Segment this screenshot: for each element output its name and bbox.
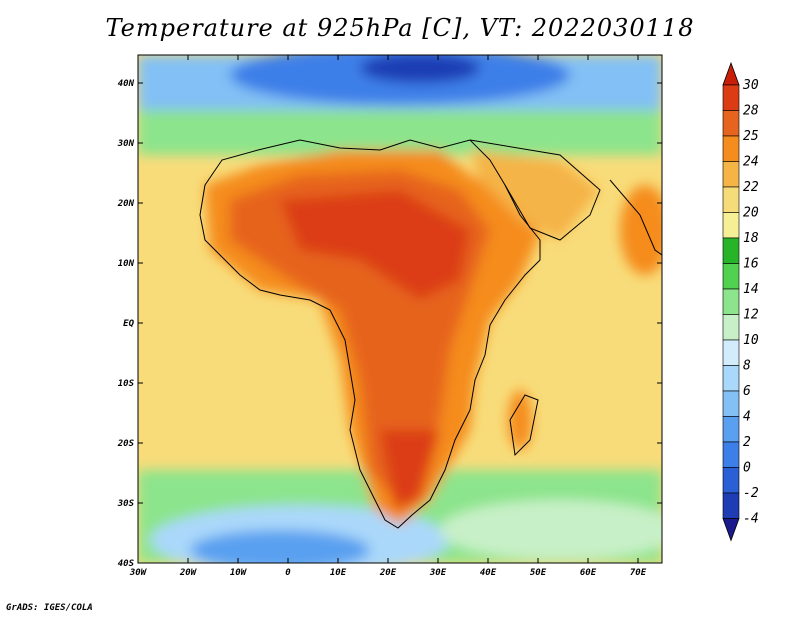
colorbar-label: 24	[743, 155, 759, 170]
lat-tick-label: 40S	[118, 559, 135, 569]
colorbar-label: 6	[743, 384, 751, 399]
lon-tick-label: 60E	[580, 568, 597, 578]
colorbar-swatch	[722, 161, 740, 188]
footer-credit: GrADS: IGES/COLA	[6, 603, 93, 613]
colorbar-swatch	[722, 212, 740, 239]
lon-tick-label: 30W	[129, 568, 148, 578]
lon-tick-label: 10E	[330, 568, 347, 578]
map-title: Temperature at 925hPa [C], VT: 202203011…	[105, 14, 695, 42]
colorbar-swatch	[722, 84, 740, 111]
lat-tick-label: 30S	[117, 499, 135, 509]
colorbar-label: 4	[743, 410, 751, 425]
colorbar-swatch	[722, 288, 740, 315]
lon-tick-label: 20E	[379, 568, 397, 578]
colorbar-swatch	[722, 492, 740, 519]
madagascar-coastline	[509, 394, 539, 457]
colorbar-label: -2	[743, 486, 759, 501]
colorbar-swatch	[722, 263, 740, 290]
colorbar-label: 22	[743, 180, 759, 195]
latitude-ticks: 40S 30S 20S 10S EQ 10N 20N 30N 40N	[117, 79, 662, 569]
lat-tick-label: 10S	[118, 379, 135, 389]
lat-tick-label: 30N	[117, 139, 135, 149]
lat-tick-label: 40N	[118, 79, 135, 89]
temperature-field	[138, 55, 662, 563]
colorbar-label: 8	[743, 359, 751, 374]
colorbar-swatch	[722, 416, 740, 443]
lon-tick-label: 0	[285, 568, 291, 578]
lat-tick-label: 20N	[117, 199, 135, 209]
lon-tick-label: 70E	[630, 568, 647, 578]
arabia-coastline	[469, 139, 601, 241]
colorbar-swatch	[722, 135, 740, 162]
colorbar-swatch	[722, 110, 740, 137]
colorbar-swatch	[722, 314, 740, 341]
colorbar-swatch	[722, 339, 740, 366]
longitude-ticks: 30W 20W 10W 0 10E 20E 30E 40E 50E 60E 70E	[129, 55, 647, 578]
colorbar-label: 25	[743, 129, 759, 144]
colorbar-bottom-arrow	[722, 518, 740, 542]
colorbar-swatch	[722, 441, 740, 468]
colorbar-label: 20	[743, 206, 759, 221]
colorbar-label: 18	[743, 231, 759, 246]
lon-tick-label: 30E	[429, 568, 447, 578]
lon-tick-label: 40E	[480, 568, 497, 578]
lat-tick-label: 20S	[117, 439, 135, 449]
india-coastline	[609, 179, 662, 256]
colorbar-swatch	[722, 237, 740, 264]
colorbar-swatch	[722, 365, 740, 392]
lon-tick-label: 20W	[179, 568, 198, 578]
colorbar-label: 10	[743, 333, 759, 348]
colorbar-label: 2	[743, 435, 751, 450]
colorbar-top-arrow	[722, 61, 740, 86]
colorbar-label: -4	[743, 512, 759, 527]
colorbar-swatch	[722, 390, 740, 417]
africa-coastline	[199, 139, 541, 529]
colorbar-label: 16	[743, 257, 759, 272]
lat-tick-label: 10N	[118, 259, 135, 269]
colorbar-label: 30	[742, 78, 759, 93]
lon-tick-label: 10W	[230, 568, 248, 578]
lat-tick-label: EQ	[123, 319, 134, 329]
colorbar-swatch	[722, 186, 740, 213]
lon-tick-label: 50E	[530, 568, 547, 578]
colorbar-label: 14	[743, 282, 759, 297]
colorbar-label: 28	[743, 104, 759, 119]
colorbar-swatch	[722, 467, 740, 494]
colorbar-label: 0	[743, 461, 751, 476]
map-frame	[137, 54, 663, 564]
colorbar-label: 12	[743, 308, 759, 323]
